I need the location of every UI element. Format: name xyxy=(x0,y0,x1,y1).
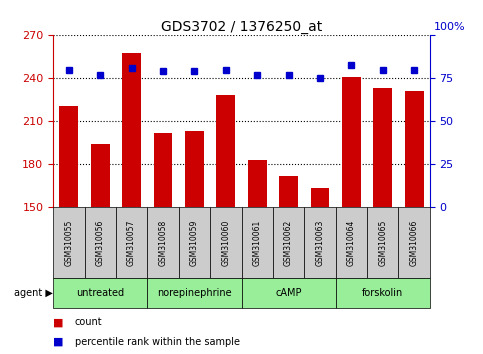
Bar xyxy=(336,207,367,278)
Bar xyxy=(210,207,242,278)
Text: GSM310065: GSM310065 xyxy=(378,219,387,266)
Bar xyxy=(242,278,336,308)
Text: 100%: 100% xyxy=(434,22,465,32)
Bar xyxy=(405,91,424,207)
Bar xyxy=(179,207,210,278)
Text: GSM310063: GSM310063 xyxy=(315,219,325,266)
Text: ■: ■ xyxy=(53,318,64,327)
Text: forskolin: forskolin xyxy=(362,288,403,298)
Text: percentile rank within the sample: percentile rank within the sample xyxy=(75,337,240,347)
Bar xyxy=(311,188,329,207)
Bar xyxy=(147,278,242,308)
Bar xyxy=(336,278,430,308)
Bar xyxy=(91,144,110,207)
Bar xyxy=(85,207,116,278)
Text: cAMP: cAMP xyxy=(275,288,302,298)
Bar xyxy=(273,207,304,278)
Bar xyxy=(59,105,78,207)
Bar xyxy=(367,207,398,278)
Bar xyxy=(116,207,147,278)
Title: GDS3702 / 1376250_at: GDS3702 / 1376250_at xyxy=(161,21,322,34)
Text: GSM310058: GSM310058 xyxy=(158,219,168,266)
Text: agent ▶: agent ▶ xyxy=(14,288,53,298)
Bar xyxy=(53,207,85,278)
Bar xyxy=(342,77,361,207)
Text: GSM310056: GSM310056 xyxy=(96,219,105,266)
Text: GSM310062: GSM310062 xyxy=(284,219,293,266)
Bar xyxy=(147,207,179,278)
Bar xyxy=(242,207,273,278)
Text: GSM310064: GSM310064 xyxy=(347,219,356,266)
Bar xyxy=(154,133,172,207)
Bar xyxy=(122,53,141,207)
Text: GSM310061: GSM310061 xyxy=(253,219,262,266)
Bar xyxy=(304,207,336,278)
Text: GSM310059: GSM310059 xyxy=(190,219,199,266)
Bar xyxy=(373,88,392,207)
Text: norepinephrine: norepinephrine xyxy=(157,288,232,298)
Text: GSM310066: GSM310066 xyxy=(410,219,419,266)
Bar xyxy=(53,278,147,308)
Text: GSM310060: GSM310060 xyxy=(221,219,230,266)
Text: untreated: untreated xyxy=(76,288,124,298)
Bar xyxy=(248,160,267,207)
Bar xyxy=(279,176,298,207)
Bar xyxy=(216,96,235,207)
Bar xyxy=(398,207,430,278)
Text: GSM310057: GSM310057 xyxy=(127,219,136,266)
Text: ■: ■ xyxy=(53,337,64,347)
Bar xyxy=(185,131,204,207)
Text: GSM310055: GSM310055 xyxy=(64,219,73,266)
Text: count: count xyxy=(75,318,102,327)
